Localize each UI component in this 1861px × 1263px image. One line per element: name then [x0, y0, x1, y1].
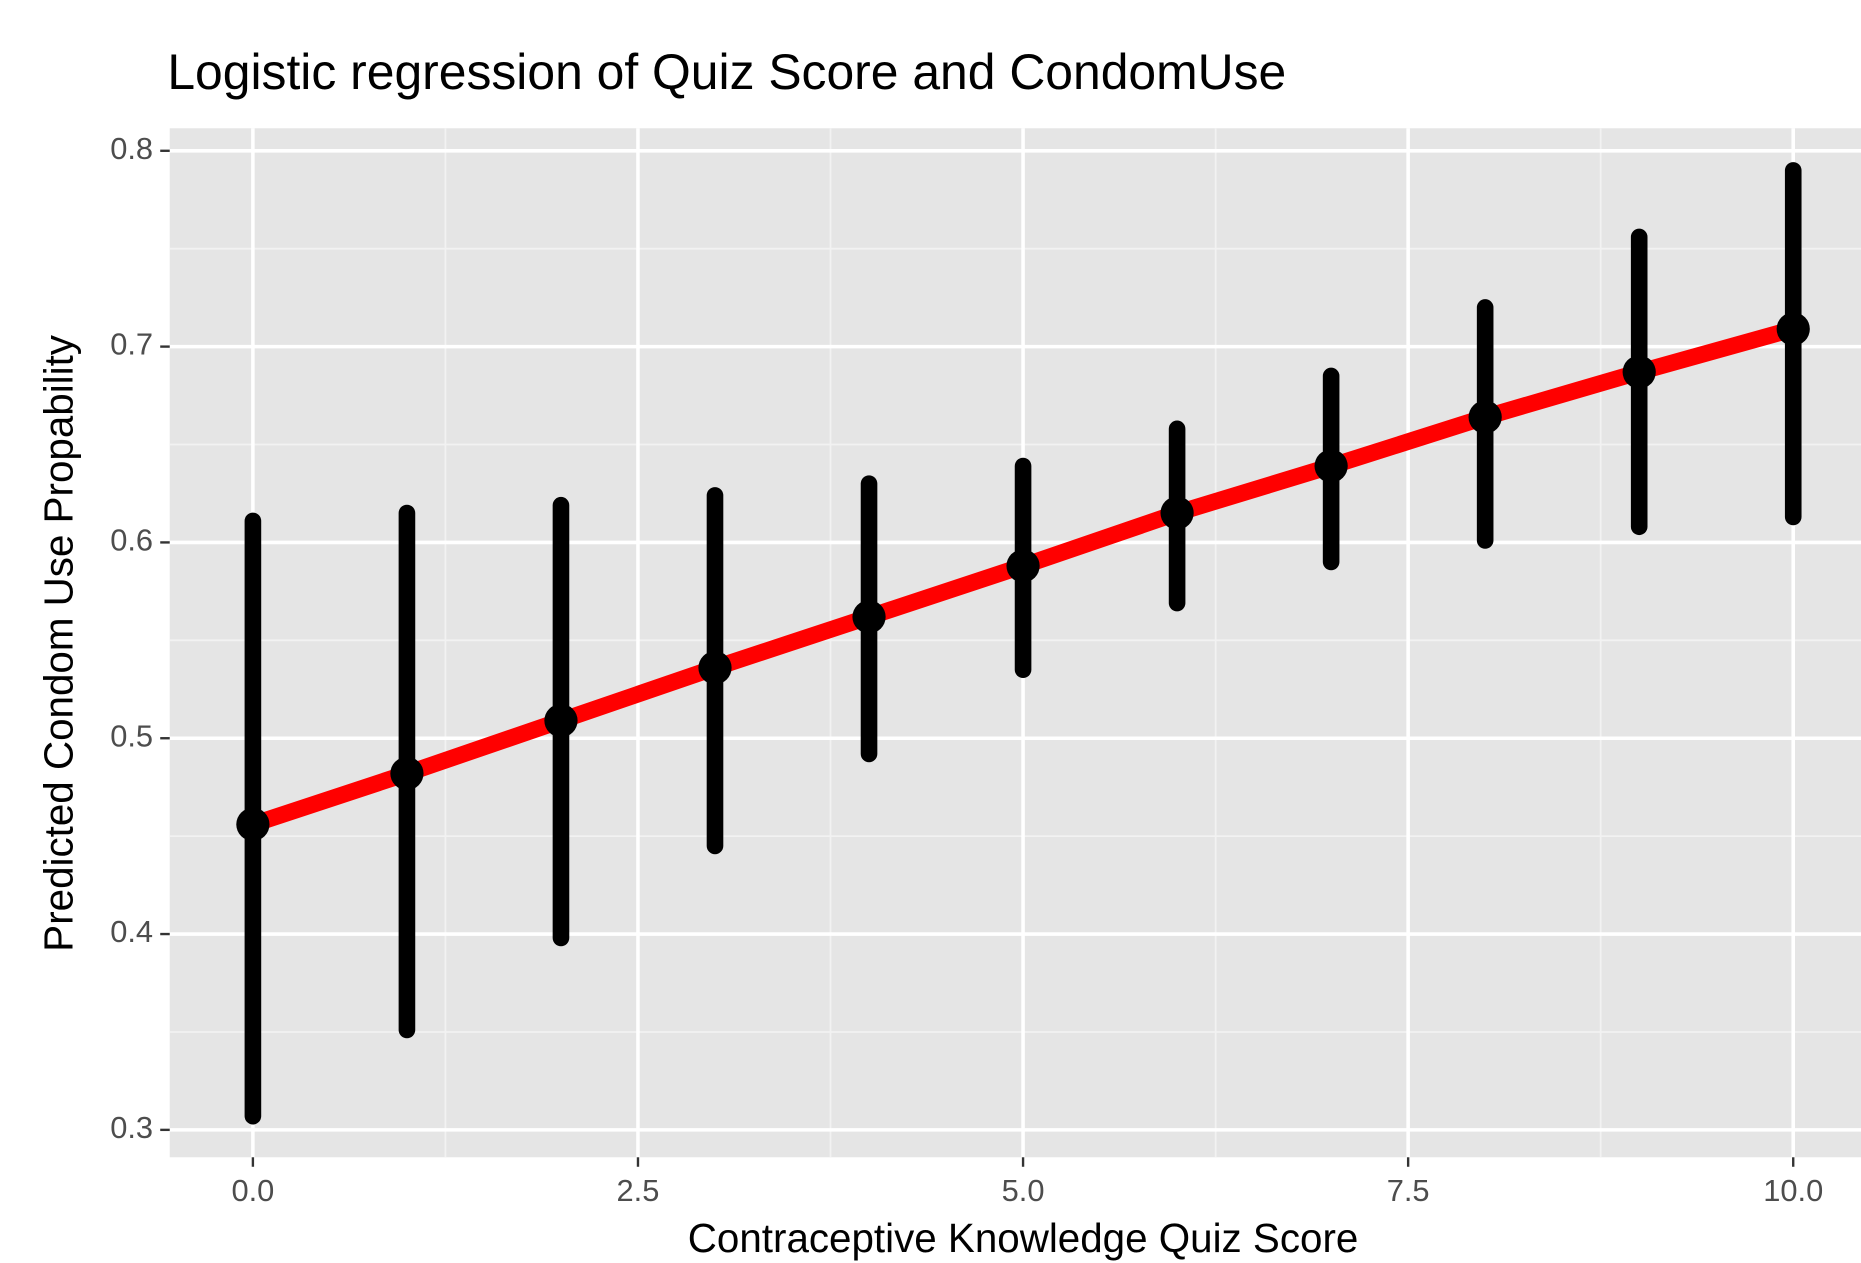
- y-tick-label: 0.8: [110, 131, 153, 166]
- point: [1622, 355, 1656, 389]
- y-tick-label: 0.5: [110, 718, 153, 753]
- x-tick-label: 5.0: [1002, 1173, 1045, 1208]
- point: [1006, 549, 1040, 583]
- point: [1160, 496, 1194, 530]
- x-tick-label: 10.0: [1763, 1173, 1823, 1208]
- y-tick-label: 0.4: [110, 914, 153, 949]
- point: [236, 807, 270, 842]
- chart-title: Logistic regression of Quiz Score and Co…: [167, 44, 1286, 100]
- point: [852, 600, 886, 634]
- y-tick-label: 0.6: [110, 523, 153, 558]
- y-tick-label: 0.3: [110, 1110, 153, 1145]
- point: [1314, 449, 1348, 483]
- point: [1776, 312, 1810, 346]
- x-tick-label: 7.5: [1387, 1173, 1430, 1208]
- point: [1468, 400, 1502, 434]
- y-tick-label: 0.7: [110, 327, 153, 362]
- point: [544, 703, 578, 738]
- x-axis-title: Contraceptive Knowledge Quiz Score: [688, 1215, 1359, 1261]
- x-tick-label: 2.5: [617, 1173, 660, 1208]
- x-tick-label: 0.0: [231, 1173, 274, 1208]
- point: [698, 651, 732, 685]
- y-axis-title: Predicted Condom Use Propability: [35, 334, 81, 951]
- point: [390, 756, 424, 791]
